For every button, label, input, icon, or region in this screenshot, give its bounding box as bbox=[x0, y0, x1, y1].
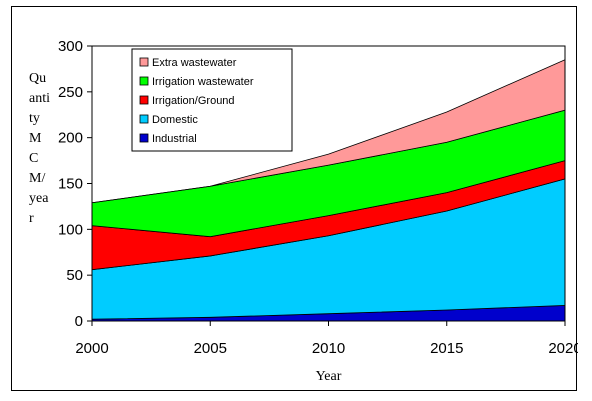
legend-label: Irrigation/Ground bbox=[152, 95, 235, 107]
y-axis-title-line: C bbox=[29, 151, 38, 166]
y-axis-title-line: ty bbox=[29, 111, 40, 126]
y-tick-label: 50 bbox=[66, 267, 83, 284]
y-axis-title-line: M bbox=[29, 131, 42, 146]
y-tick-label: 200 bbox=[58, 130, 83, 147]
y-tick-label: 300 bbox=[58, 38, 83, 55]
legend-label: Irrigation wastewater bbox=[152, 76, 254, 88]
y-axis-title-line: yea bbox=[29, 191, 49, 206]
x-axis-ticks: 2000 2005 2010 2015 2020 bbox=[75, 321, 578, 357]
y-tick-label: 150 bbox=[58, 176, 83, 193]
x-axis-title: Year bbox=[316, 369, 342, 384]
chart-frame: 0 50 100 150 200 250 300 2000 2005 2010 2015 2020 … bbox=[11, 6, 578, 391]
y-axis-title-line: M/ bbox=[29, 171, 45, 186]
x-tick-label: 2010 bbox=[312, 340, 345, 357]
y-axis-ticks: 0 50 100 150 200 250 300 bbox=[58, 38, 92, 330]
plot-areas bbox=[91, 59, 566, 322]
y-axis-title-line: r bbox=[29, 211, 34, 226]
legend-label: Industrial bbox=[152, 133, 197, 145]
x-tick-label: 2020 bbox=[548, 340, 578, 357]
legend-label: Domestic bbox=[152, 114, 198, 126]
y-tick-label: 100 bbox=[58, 221, 83, 238]
x-tick-label: 2000 bbox=[75, 340, 108, 357]
y-axis-title-line: Qu bbox=[29, 71, 46, 86]
y-tick-label: 0 bbox=[75, 313, 83, 330]
legend-swatch bbox=[139, 57, 149, 67]
x-tick-label: 2015 bbox=[430, 340, 463, 357]
y-axis-title-line: anti bbox=[29, 91, 50, 106]
y-tick-label: 250 bbox=[58, 84, 83, 101]
legend-swatch bbox=[139, 95, 149, 105]
legend-swatch bbox=[139, 76, 149, 86]
legend-swatch bbox=[139, 114, 149, 124]
legend-box bbox=[131, 48, 293, 152]
legend-label: Extra wastewater bbox=[152, 57, 237, 69]
y-axis-title: Qu anti ty MC M/yea r bbox=[29, 71, 50, 226]
legend-swatch bbox=[139, 133, 149, 143]
x-tick-label: 2005 bbox=[194, 340, 227, 357]
legend: Extra wastewater Irrigation wastewater Irr… bbox=[131, 48, 293, 152]
